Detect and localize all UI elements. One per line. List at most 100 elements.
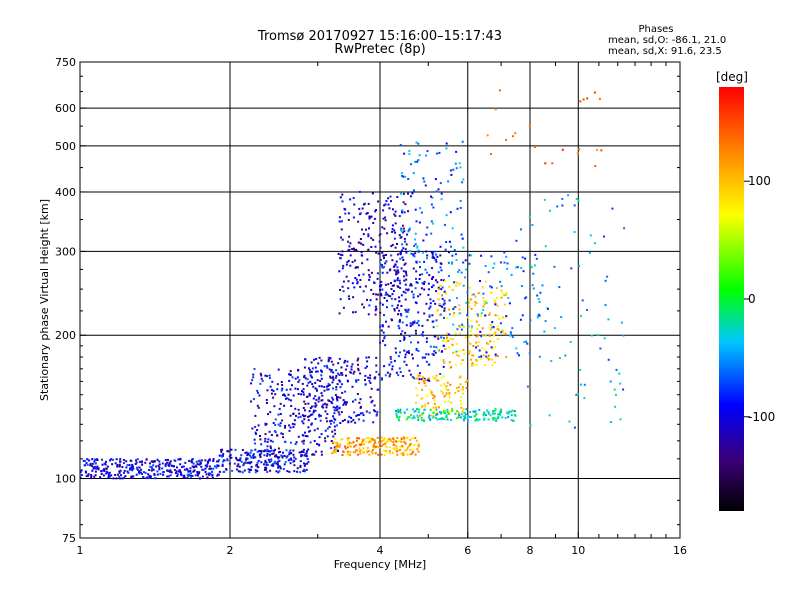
data-point: [364, 285, 367, 288]
data-point: [456, 328, 459, 331]
data-point: [333, 412, 336, 415]
data-point: [509, 334, 512, 337]
data-point: [402, 270, 405, 273]
data-point: [442, 375, 445, 378]
data-point: [362, 419, 365, 422]
data-point: [269, 469, 272, 472]
data-point: [364, 383, 367, 386]
data-point: [316, 370, 319, 373]
data-point: [367, 269, 370, 272]
data-point: [346, 454, 349, 457]
data-point: [440, 376, 443, 379]
data-point: [395, 351, 398, 354]
data-point: [454, 253, 457, 256]
data-point: [336, 396, 338, 398]
data-point: [200, 465, 203, 468]
data-point: [538, 355, 541, 358]
data-point: [461, 181, 464, 184]
data-point: [342, 280, 345, 283]
data-point: [266, 454, 269, 457]
data-point: [269, 447, 272, 449]
data-point: [386, 299, 388, 302]
data-point: [348, 444, 351, 447]
data-point: [351, 363, 354, 366]
data-point: [282, 436, 285, 439]
data-point: [220, 449, 223, 451]
data-point: [462, 418, 465, 421]
data-point: [413, 244, 416, 247]
data-point: [417, 445, 420, 448]
data-point: [451, 227, 454, 230]
data-point: [356, 437, 359, 440]
data-point: [244, 451, 247, 454]
data-point: [451, 288, 454, 291]
data-point: [362, 447, 365, 450]
data-point: [539, 291, 542, 294]
data-point: [487, 358, 490, 361]
data-point: [404, 449, 407, 452]
data-point: [222, 460, 224, 463]
data-point: [476, 313, 479, 316]
data-point: [381, 324, 384, 327]
data-point: [483, 411, 486, 414]
data-point: [488, 412, 490, 415]
data-point: [115, 477, 118, 480]
data-point: [462, 392, 465, 395]
data-point: [91, 462, 94, 465]
data-point: [345, 403, 347, 406]
data-point: [390, 439, 393, 441]
data-point: [385, 200, 388, 203]
data-point: [410, 414, 413, 417]
data-point: [446, 418, 449, 421]
data-point: [397, 408, 399, 411]
data-point: [338, 220, 341, 223]
data-point: [406, 351, 408, 354]
data-point: [367, 376, 370, 379]
data-point: [335, 374, 338, 377]
data-point: [333, 429, 336, 432]
data-point: [444, 348, 447, 350]
data-point: [505, 291, 508, 294]
data-point: [309, 380, 312, 383]
data-point: [403, 349, 406, 352]
data-point: [360, 242, 363, 245]
data-point: [400, 294, 403, 297]
data-point: [434, 250, 437, 253]
data-point: [228, 450, 231, 453]
data-point: [301, 390, 303, 393]
data-point: [421, 334, 424, 337]
data-point: [268, 374, 271, 377]
data-point: [396, 437, 399, 439]
data-point: [473, 364, 476, 367]
data-point: [349, 445, 352, 448]
data-point: [292, 412, 295, 415]
data-point: [259, 456, 262, 458]
data-point: [361, 440, 364, 443]
data-point: [285, 388, 288, 391]
data-point: [320, 359, 323, 362]
data-point: [256, 465, 259, 468]
data-point: [383, 337, 386, 340]
data-point: [265, 375, 268, 378]
data-point: [236, 465, 239, 468]
data-point: [375, 251, 378, 254]
data-point: [398, 415, 401, 418]
data-point: [519, 318, 522, 321]
data-point: [461, 237, 464, 240]
data-point: [588, 252, 591, 254]
data-point: [344, 212, 347, 215]
data-point: [253, 438, 256, 441]
data-point: [432, 276, 435, 278]
data-point: [463, 411, 466, 414]
data-point: [399, 144, 402, 146]
data-point: [450, 245, 452, 248]
data-point: [260, 450, 263, 453]
data-point: [372, 445, 375, 448]
data-point: [535, 257, 538, 260]
data-point: [435, 290, 438, 293]
data-point: [296, 470, 299, 473]
data-point: [482, 309, 485, 311]
data-point: [370, 215, 373, 218]
data-point: [352, 372, 355, 375]
data-point: [429, 389, 432, 392]
